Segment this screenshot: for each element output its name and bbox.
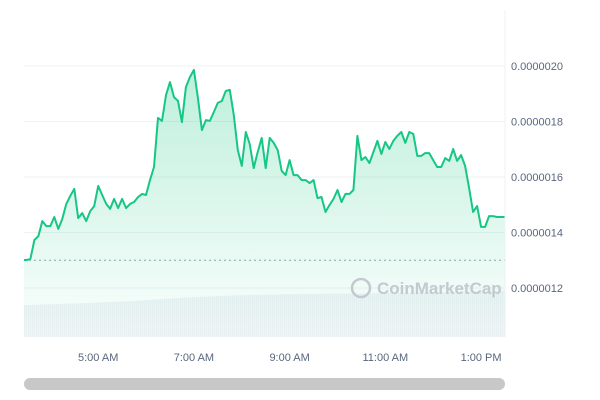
- y-tick-label: 0.0000014: [511, 228, 563, 240]
- horizontal-scrollbar[interactable]: [24, 378, 505, 390]
- watermark-text: CoinMarketCap: [377, 279, 502, 298]
- price-line: [24, 68, 505, 261]
- x-tick-label: 5:00 AM: [78, 352, 118, 364]
- x-tick-label: 7:00 AM: [174, 352, 214, 364]
- price-area: [24, 69, 505, 338]
- x-tick-label: 11:00 AM: [363, 352, 409, 364]
- x-tick-label: 1:00 PM: [461, 352, 502, 364]
- x-tick-label: 9:00 AM: [269, 352, 309, 364]
- coinmarketcap-logo-icon: [350, 277, 372, 299]
- y-tick-label: 0.0000018: [511, 117, 563, 129]
- y-tick-label: 0.0000016: [511, 172, 563, 184]
- y-tick-label: 0.0000012: [511, 283, 563, 295]
- watermark: CoinMarketCap: [350, 277, 502, 299]
- y-tick-label: 0.0000020: [511, 61, 563, 73]
